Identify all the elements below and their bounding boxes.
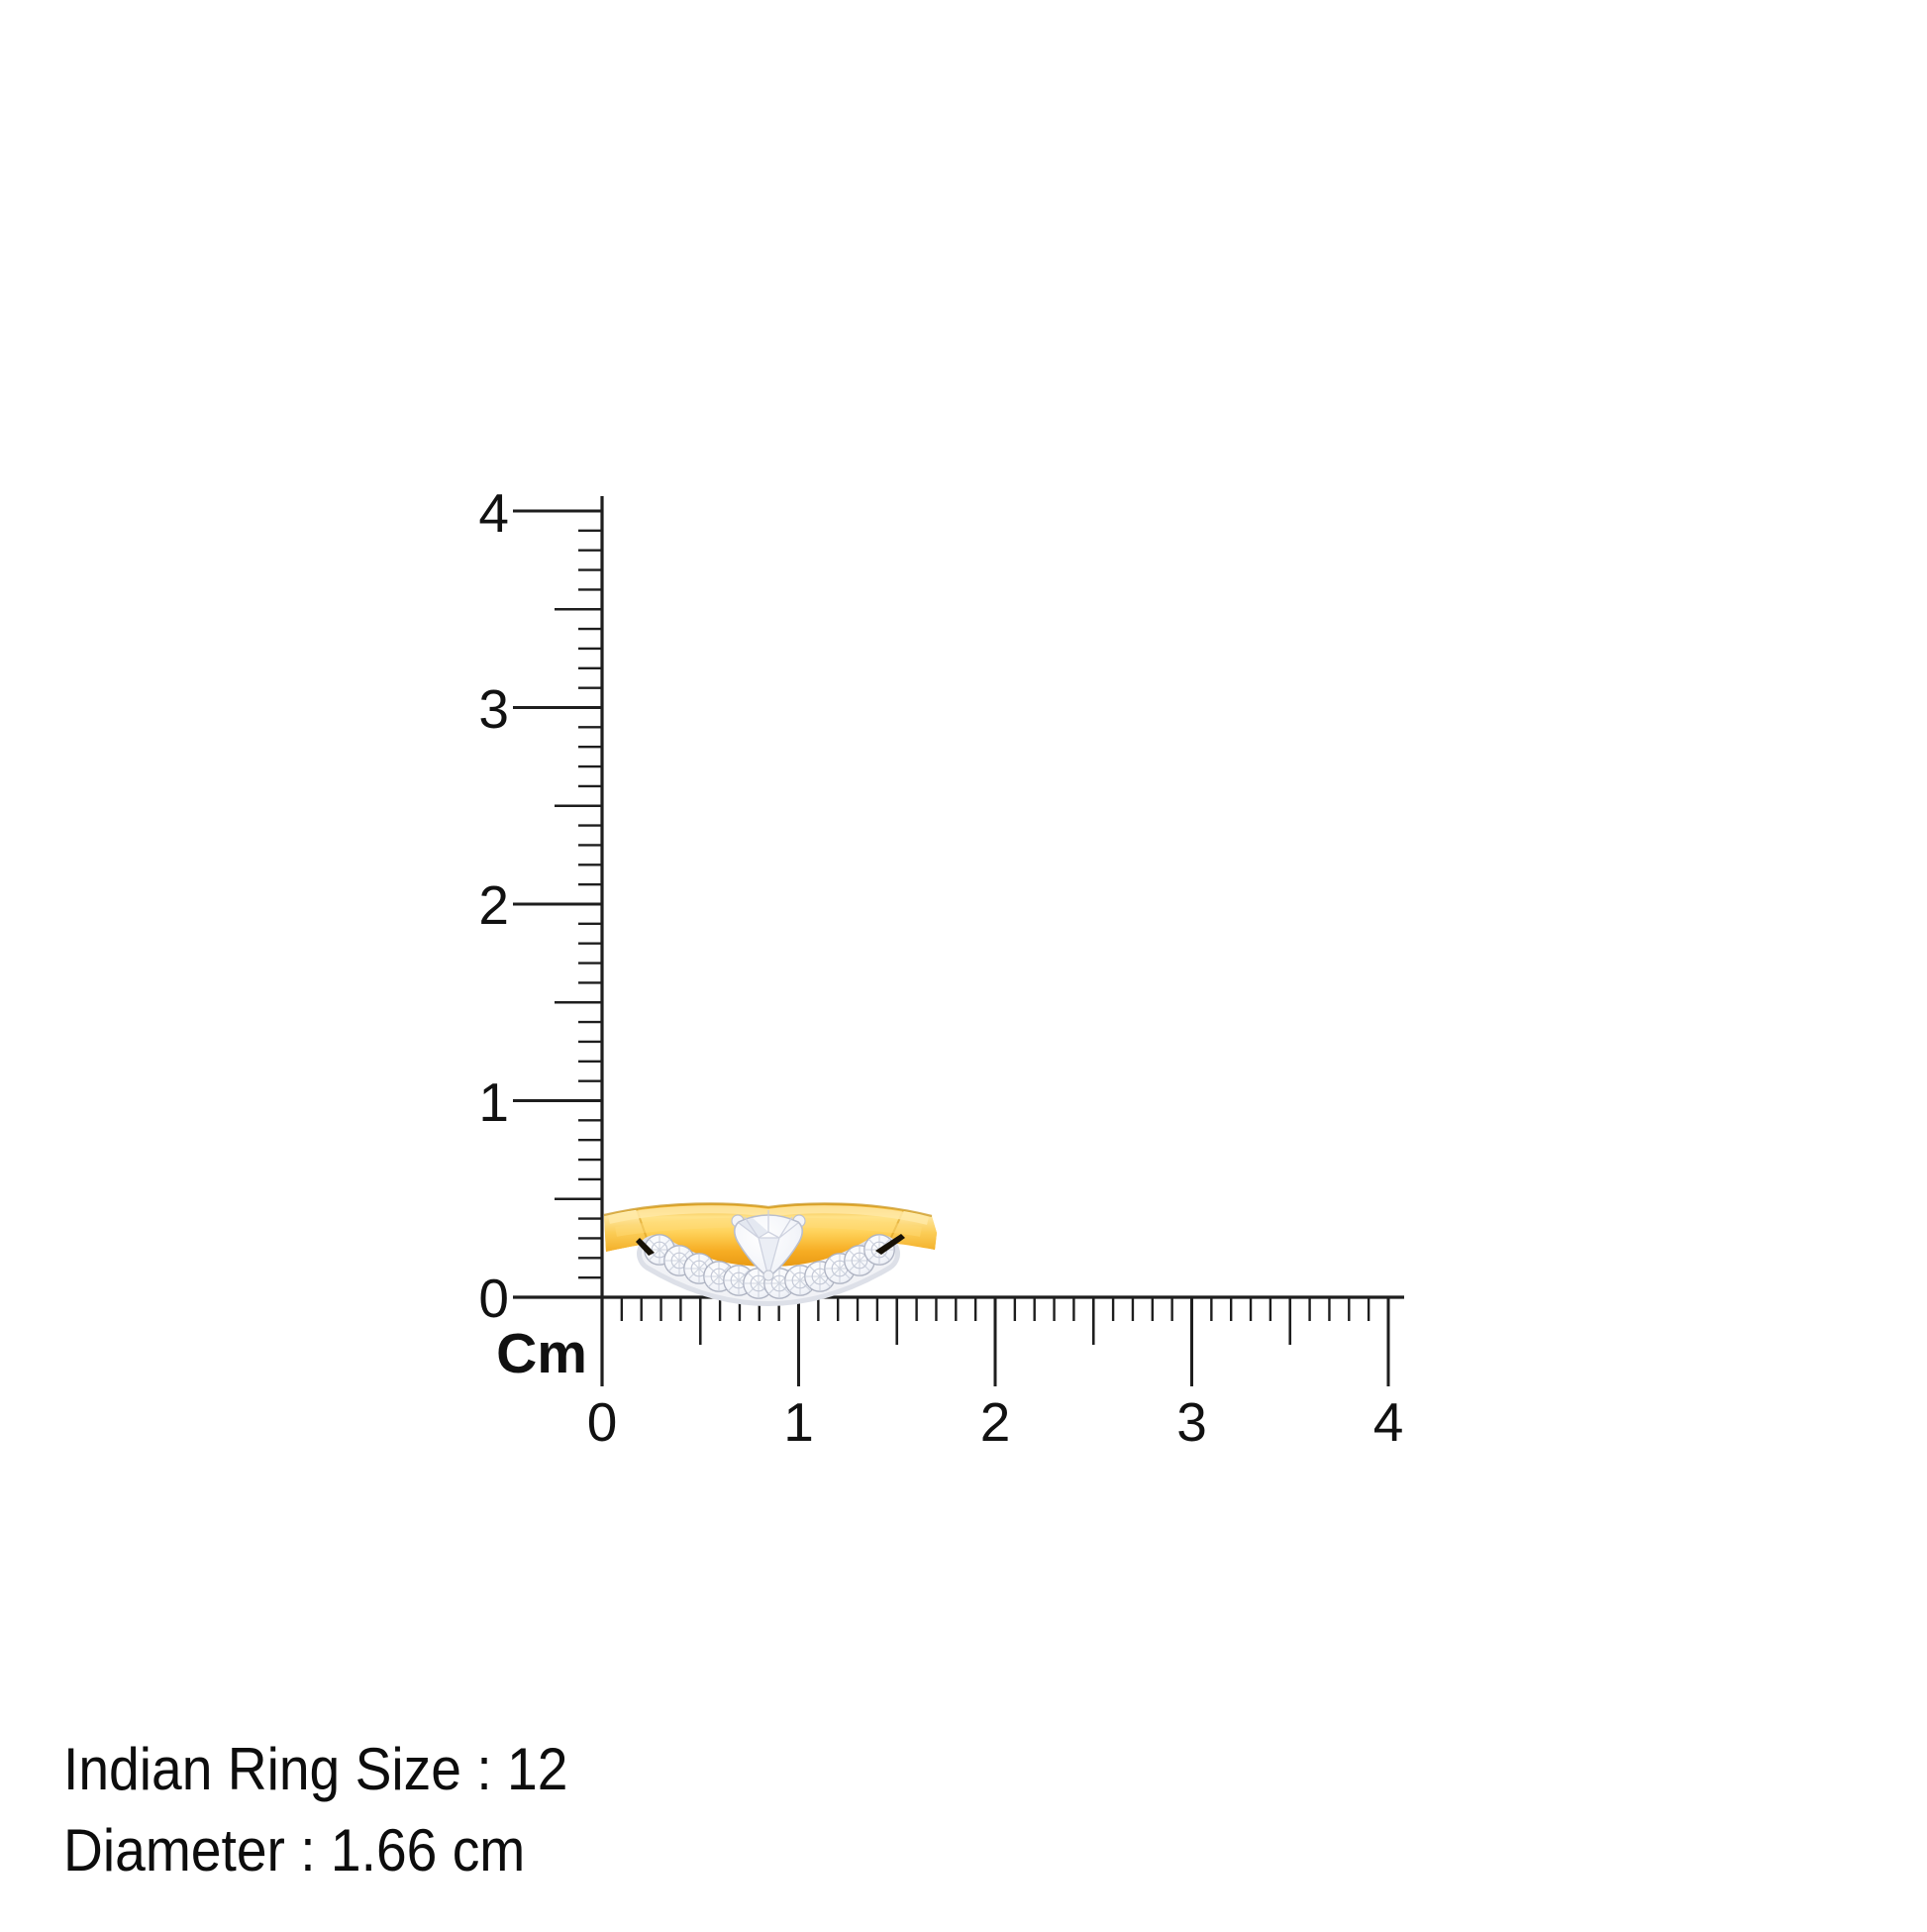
- left-notch: [636, 1238, 655, 1256]
- v-axis-label-4: 4: [478, 482, 509, 544]
- h-axis-label-4: 4: [1373, 1391, 1404, 1453]
- v-axis-label-3: 3: [478, 678, 509, 740]
- h-axis-label-2: 2: [980, 1391, 1011, 1453]
- diameter-text: Diameter : 1.66 cm: [63, 1817, 526, 1883]
- right-notch: [875, 1234, 905, 1255]
- v-axis-label-2: 2: [478, 874, 509, 936]
- ring-image: [603, 1202, 937, 1306]
- band-top-rim: [603, 1202, 933, 1218]
- v-axis-label-1: 1: [478, 1071, 509, 1133]
- h-axis-label-0: 0: [587, 1391, 618, 1453]
- center-diamond: [731, 1210, 806, 1281]
- horizontal-axis-labels: 0 1 2 3 4: [587, 1391, 1404, 1453]
- ruler-ticks: [513, 496, 1404, 1386]
- vertical-axis-labels: 4 3 2 1 0: [478, 482, 509, 1329]
- h-axis-label-1: 1: [783, 1391, 814, 1453]
- unit-label: Cm: [496, 1322, 587, 1385]
- h-axis-label-3: 3: [1176, 1391, 1207, 1453]
- ring-size-text: Indian Ring Size : 12: [63, 1736, 568, 1802]
- v-axis-label-0: 0: [478, 1268, 509, 1329]
